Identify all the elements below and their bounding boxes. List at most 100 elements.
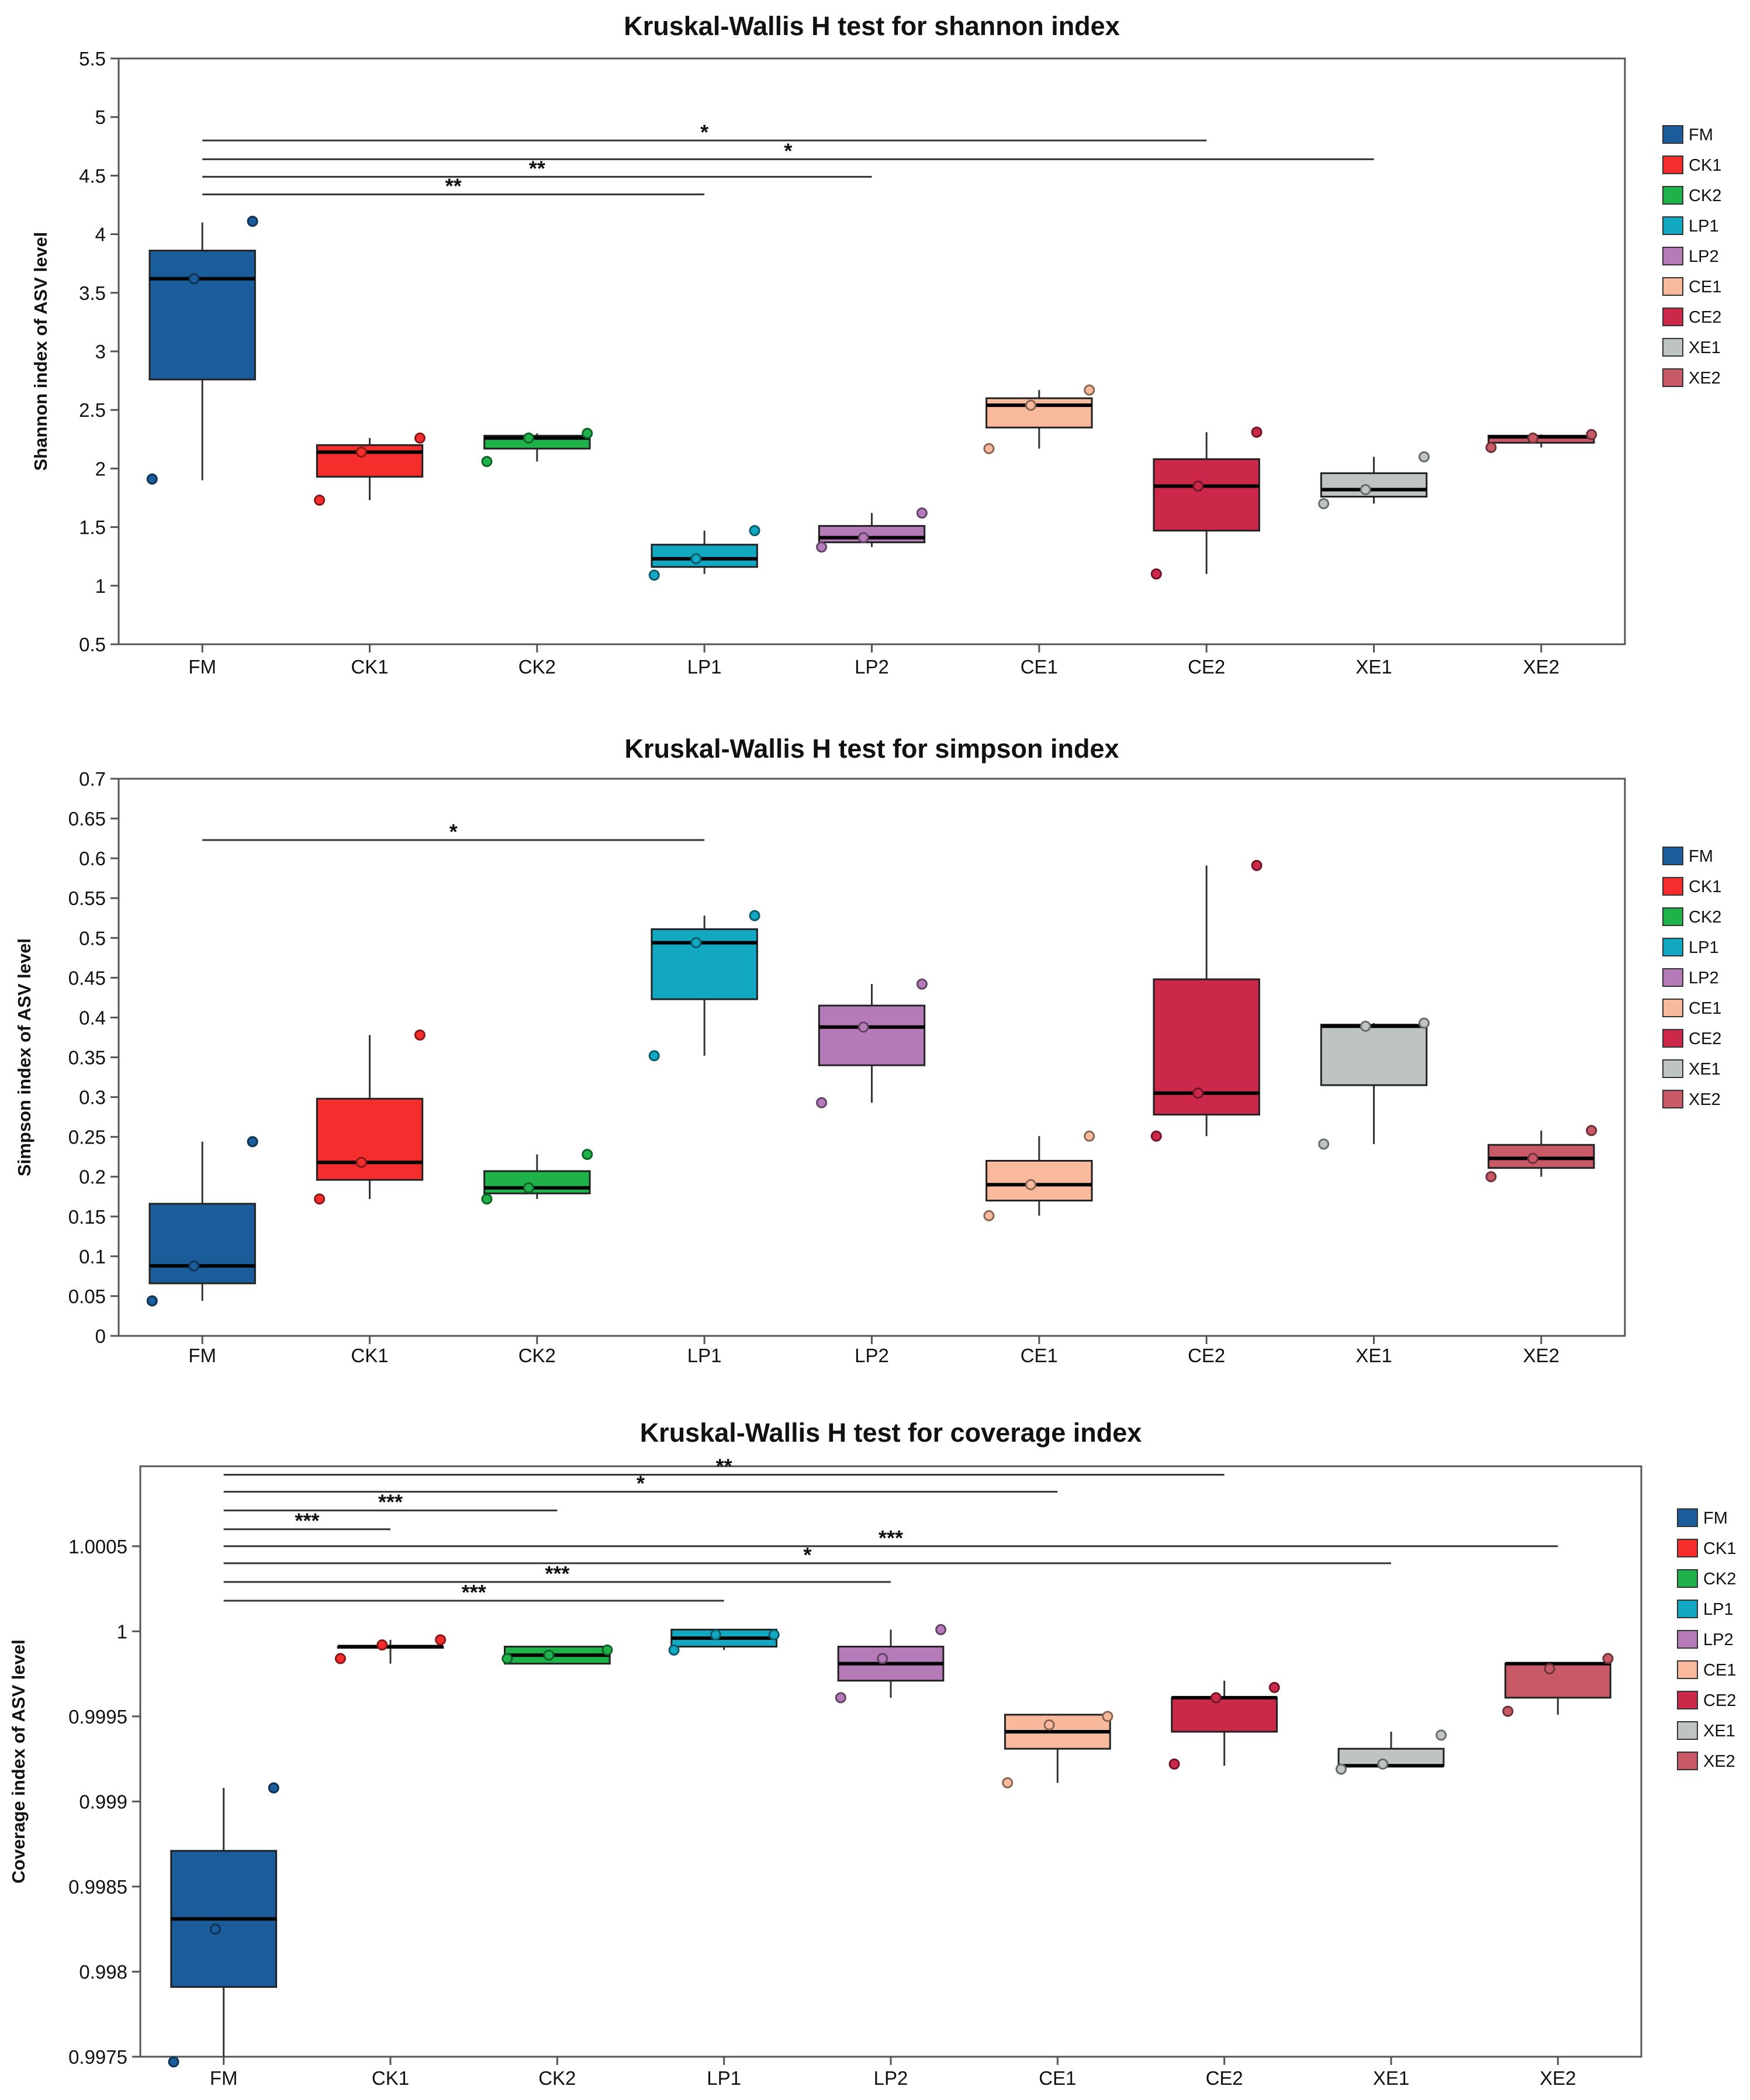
legend-label: CK2 — [1703, 1570, 1736, 1588]
y-tick-label: 0.9995 — [68, 1706, 127, 1728]
legend-label: XE1 — [1689, 339, 1721, 357]
y-tick-label: 3 — [95, 341, 106, 362]
box-lp2 — [816, 978, 928, 1108]
legend-swatch — [1677, 1630, 1698, 1649]
box-fm — [146, 216, 258, 485]
data-point — [247, 216, 258, 227]
data-point — [1418, 451, 1430, 462]
legend-swatch — [1662, 1090, 1683, 1108]
box — [651, 544, 758, 568]
box-xe2 — [1485, 429, 1597, 453]
y-tick-label: 2 — [95, 458, 106, 479]
data-point — [935, 1624, 947, 1635]
data-point — [1377, 1758, 1389, 1770]
y-axis-label: Shannon index of ASV level — [30, 232, 51, 471]
legend-swatch — [1662, 308, 1683, 326]
data-point — [983, 1210, 995, 1221]
significance-label: ** — [716, 1455, 732, 1479]
legend-swatch — [1677, 1721, 1698, 1740]
x-tick-label: XE2 — [1540, 2067, 1576, 2089]
y-tick-label: 1.0005 — [68, 1536, 127, 1557]
legend-label: CE1 — [1689, 278, 1721, 296]
x-tick-label: CE2 — [1188, 656, 1225, 678]
x-tick-label: LP1 — [687, 656, 722, 678]
legend-swatch — [1662, 186, 1683, 205]
data-point — [1544, 1663, 1555, 1674]
legend-label: FM — [1689, 847, 1713, 866]
legend: FM CK1 CK2 LP1 LP2 CE1 CE2 XE1 XE2 — [1662, 125, 1721, 388]
legend-swatch — [1677, 1569, 1698, 1588]
y-tick-label: 0.45 — [68, 967, 106, 989]
box — [985, 397, 1093, 429]
significance-label: * — [449, 820, 458, 844]
data-point — [1318, 498, 1330, 510]
data-point — [1586, 1125, 1597, 1137]
significance-label: *** — [462, 1580, 486, 1604]
box — [651, 928, 758, 1000]
legend: FM CK1 CK2 LP1 LP2 CE1 CE2 XE1 XE2 — [1677, 1508, 1736, 1771]
x-tick-label: XE1 — [1355, 656, 1392, 678]
plot-frame — [117, 57, 1626, 645]
x-tick-label: LP2 — [855, 656, 889, 678]
y-tick-label: 0.35 — [68, 1047, 106, 1069]
x-tick-label: CK1 — [372, 2067, 409, 2089]
chart-2: Kruskal-Wallis H test for simpson index 0… — [14, 734, 1721, 1366]
legend-label: CK1 — [1689, 156, 1721, 175]
box-ce2 — [1150, 426, 1263, 580]
data-point — [247, 1136, 258, 1148]
box-lp1 — [668, 1628, 780, 1656]
data-point — [1360, 1020, 1371, 1032]
legend-label: CE1 — [1689, 999, 1721, 1018]
x-tick-label: XE1 — [1355, 1345, 1392, 1366]
data-point — [835, 1692, 846, 1704]
legend-label: CK2 — [1689, 186, 1721, 205]
box — [1171, 1697, 1278, 1733]
legend-label: CE2 — [1689, 308, 1721, 327]
x-tick-label: CK1 — [351, 1345, 388, 1366]
x-tick-label: XE2 — [1523, 1345, 1559, 1366]
y-tick-label: 0.5 — [79, 927, 106, 949]
legend-swatch — [1662, 877, 1683, 896]
data-point — [268, 1782, 279, 1794]
legend-label: XE2 — [1703, 1752, 1735, 1771]
significance-label: *** — [545, 1562, 569, 1586]
data-point — [314, 1193, 326, 1205]
legend-label: FM — [1703, 1509, 1728, 1528]
data-point — [1335, 1763, 1347, 1775]
data-point — [601, 1644, 613, 1656]
data-point — [1485, 1171, 1497, 1183]
box-lp2 — [816, 507, 928, 553]
box-ck2 — [481, 1149, 593, 1205]
data-point — [1210, 1692, 1222, 1704]
x-tick-label: LP2 — [855, 1345, 889, 1366]
y-tick-label: 0.6 — [79, 848, 106, 869]
data-point — [1150, 1130, 1162, 1142]
data-point — [1502, 1705, 1514, 1717]
y-tick-label: 0.15 — [68, 1206, 106, 1228]
legend-swatch — [1677, 1660, 1698, 1679]
data-point — [1268, 1681, 1280, 1693]
significance-label: * — [803, 1543, 811, 1567]
data-point — [690, 553, 702, 565]
data-point — [1485, 441, 1497, 453]
y-axis-label: Coverage index of ASV level — [8, 1639, 29, 1884]
y-tick-label: 4 — [95, 224, 106, 246]
legend-label: CE1 — [1703, 1661, 1736, 1680]
x-tick-label: FM — [188, 1345, 216, 1366]
y-tick-label: 1 — [95, 575, 106, 597]
legend-swatch — [1662, 1059, 1683, 1078]
data-point — [188, 273, 200, 285]
significance-label: * — [784, 139, 792, 163]
data-point — [1602, 1653, 1614, 1664]
legend-label: LP2 — [1689, 969, 1719, 987]
legend-swatch — [1677, 1600, 1698, 1618]
x-tick-label: CE1 — [1039, 2067, 1076, 2089]
y-tick-label: 1 — [117, 1621, 127, 1642]
chart-3: Kruskal-Wallis H test for coverage index… — [8, 1418, 1736, 2089]
data-point — [1251, 426, 1263, 438]
legend-label: CE2 — [1703, 1691, 1736, 1710]
box-ce1 — [983, 1130, 1095, 1221]
data-point — [502, 1653, 513, 1664]
data-point — [582, 1149, 593, 1160]
data-point — [414, 432, 426, 444]
